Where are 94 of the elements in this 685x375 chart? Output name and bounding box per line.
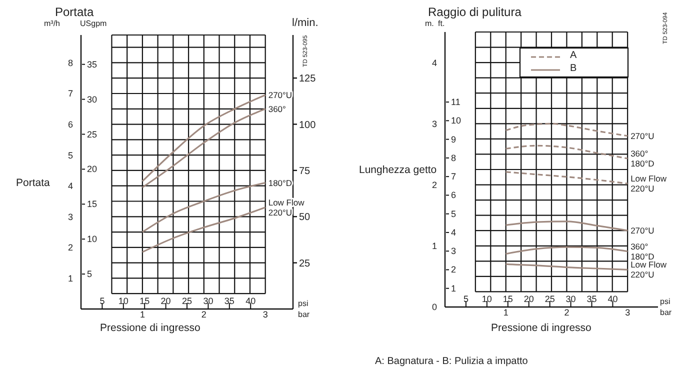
y3-tick-label: 5 [87, 269, 92, 280]
x2-tick-label: 30 [566, 294, 576, 304]
text: psi [298, 299, 308, 309]
x2-tick-label: 35 [224, 296, 234, 306]
series-label: 270°U [268, 90, 292, 100]
annotation: B [570, 63, 577, 74]
x-axis-title: Pressione di ingresso [491, 322, 592, 335]
y2-tick-label: 25 [299, 258, 311, 270]
y3-tick-label: 3 [451, 246, 456, 256]
y2-tick-label: 100 [299, 120, 316, 131]
chart-title: Portata [55, 5, 94, 20]
y-tick-label: 2 [432, 180, 437, 190]
y-tick-label: 5 [68, 150, 73, 160]
y3-tick-label: 2 [451, 264, 456, 275]
y3-tick-label: 20 [87, 164, 98, 174]
series-label: Low Flow 220°U [630, 260, 668, 280]
x2-tick-label: 20 [524, 294, 534, 304]
x-tick-label: 2 [201, 309, 206, 320]
y3-tick-label: 25 [87, 129, 98, 140]
x-tick-label: 1 [140, 309, 145, 320]
y3-tick-label: 4 [451, 227, 456, 238]
series-label: 360° 180°D [630, 241, 654, 262]
text: bar [660, 308, 672, 318]
x2-tick-label: 15 [140, 296, 150, 306]
y-axis-title: Portata [16, 177, 50, 190]
y-tick-label: 3 [432, 118, 437, 129]
y-tick-label: 8 [68, 58, 73, 68]
y3-tick-label: 8 [451, 152, 456, 163]
line-series [505, 144, 628, 160]
y-tick-label: 6 [68, 119, 73, 130]
x-tick-label: 2 [564, 307, 570, 318]
series-label: 360° 180°D [630, 148, 654, 168]
y2-tick-label: 125 [299, 74, 316, 85]
y3-tick-label: 1 [451, 283, 456, 294]
line-series [142, 94, 266, 182]
line-series [505, 246, 628, 255]
line-series [142, 206, 266, 253]
text: bar [298, 310, 310, 320]
y-tick-label: 0 [432, 302, 437, 312]
y3-tick-label: 30 [87, 94, 98, 104]
y-tick-label: 7 [68, 88, 73, 99]
text: A: Bagnatura - B: Pulizia a impatto [375, 356, 528, 367]
annotation: A [570, 50, 577, 61]
x2-tick-label: 25 [544, 294, 555, 304]
x2-tick-label: 40 [608, 294, 618, 304]
series-label: 180°D [268, 178, 292, 188]
text: USgpm [80, 19, 107, 29]
y3-tick-label: 10 [87, 234, 98, 244]
line-series [142, 182, 266, 233]
y-tick-label: 4 [68, 181, 73, 192]
x2-tick-label: 30 [203, 296, 214, 306]
x2-tick-label: 35 [586, 294, 597, 304]
chart-title: Raggio di pulitura [428, 5, 522, 20]
x-tick-label: 1 [503, 307, 508, 318]
y-tick-label: 3 [68, 212, 73, 222]
y-tick-label: 4 [432, 58, 437, 68]
y3-tick-label: 7 [451, 172, 456, 182]
x2-tick-label: 5 [100, 296, 105, 306]
text: l/min. [292, 17, 318, 30]
series-label: 360° [268, 104, 286, 114]
x2-tick-label: 20 [160, 296, 171, 306]
text: psi [660, 297, 670, 307]
series-label: Low Flow 220°U [630, 174, 668, 194]
text: m. [425, 19, 434, 29]
y-tick-label: 1 [432, 241, 437, 252]
line-series [505, 122, 628, 137]
line-series [142, 108, 266, 188]
y3-tick-label: 10 [451, 116, 462, 126]
x2-tick-label: 5 [463, 294, 468, 304]
y3-tick-label: 9 [451, 134, 456, 144]
y-tick-label: 2 [68, 242, 73, 253]
line-series [505, 220, 628, 232]
series-label: 270°U [630, 226, 654, 236]
x2-tick-label: 10 [118, 296, 128, 306]
x-axis-title: Pressione di ingresso [100, 322, 200, 335]
x2-tick-label: 10 [482, 294, 492, 304]
x2-tick-label: 15 [502, 294, 513, 304]
y-axis-title: Lunghezza getto [359, 164, 437, 177]
y3-tick-label: 15 [87, 199, 98, 210]
y2-tick-label: 50 [299, 212, 311, 224]
y-tick-label: 1 [68, 273, 73, 284]
text: ft. [438, 19, 445, 29]
y3-tick-label: 11 [451, 97, 460, 108]
x-tick-label: 3 [262, 309, 268, 320]
x2-tick-label: 25 [182, 296, 192, 306]
y3-tick-label: 5 [451, 208, 456, 219]
x2-tick-label: 40 [246, 296, 256, 306]
text: m³/h [44, 19, 60, 29]
y3-tick-label: 6 [451, 190, 456, 200]
line-series [505, 171, 628, 184]
x-tick-label: 3 [625, 307, 630, 318]
y2-tick-label: 75 [299, 166, 311, 177]
y3-tick-label: 35 [87, 59, 98, 70]
series-label: 270°U [630, 130, 654, 141]
